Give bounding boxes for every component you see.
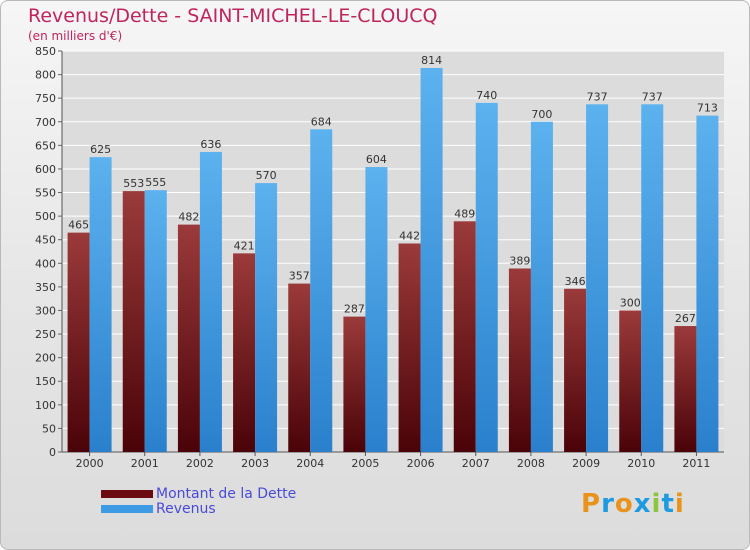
y-tick-label: 750 [35, 92, 56, 105]
y-tick-label: 350 [35, 281, 56, 294]
legend-swatch-revenue [101, 505, 153, 513]
bar-revenue [310, 129, 333, 453]
legend-label-debt: Montant de la Dette [156, 486, 297, 502]
bar-debt [288, 283, 311, 452]
data-label-revenue: 700 [531, 108, 552, 121]
y-tick-label: 150 [35, 375, 56, 388]
data-label-revenue: 737 [587, 90, 608, 103]
y-tick-label: 600 [35, 163, 56, 176]
logo-letter: o [614, 489, 634, 519]
x-tick-label: 2007 [462, 457, 490, 470]
y-tick-label: 850 [35, 45, 56, 58]
bar-debt [67, 232, 90, 452]
y-tick-label: 400 [35, 257, 56, 270]
x-tick-label: 2009 [572, 457, 600, 470]
bar-debt [674, 326, 697, 452]
logo-letter: r [601, 489, 615, 519]
x-tick-label: 2006 [407, 457, 435, 470]
chart-title: Revenus/Dette - SAINT-MICHEL-LE-CLOUCQ [28, 5, 438, 27]
y-tick-label: 200 [35, 352, 56, 365]
y-tick-label: 100 [35, 399, 56, 412]
y-tick-label: 450 [35, 234, 56, 247]
x-tick-label: 2000 [76, 457, 104, 470]
bar-debt [398, 243, 421, 452]
legend-swatch-debt [101, 490, 153, 498]
data-label-revenue: 814 [421, 54, 442, 67]
data-label-debt: 357 [289, 270, 310, 283]
y-tick-label: 300 [35, 304, 56, 317]
bar-debt [564, 288, 587, 452]
y-tick-label: 800 [35, 69, 56, 82]
bar-revenue [475, 102, 498, 453]
data-label-debt: 482 [178, 211, 199, 224]
bar-debt [122, 191, 145, 452]
data-label-debt: 421 [234, 239, 255, 252]
bar-revenue [641, 104, 664, 452]
data-label-revenue: 570 [256, 169, 277, 182]
y-tick-label: 550 [35, 187, 56, 200]
logo-letter: P [581, 489, 602, 519]
x-tick-label: 2002 [186, 457, 214, 470]
x-tick-label: 2001 [131, 457, 159, 470]
bar-revenue [89, 157, 112, 452]
logo-letter: x [633, 489, 652, 519]
data-label-debt: 553 [123, 177, 144, 190]
data-label-revenue: 555 [145, 176, 166, 189]
data-label-debt: 300 [620, 296, 641, 309]
y-tick-label: 0 [49, 446, 56, 459]
logo-letter: i [674, 489, 685, 519]
data-label-debt: 442 [399, 229, 420, 242]
data-label-debt: 287 [344, 303, 365, 316]
bar-debt [177, 224, 200, 452]
data-label-revenue: 684 [311, 115, 332, 128]
data-label-debt: 465 [68, 219, 89, 232]
plot-area [62, 51, 724, 452]
data-label-revenue: 604 [366, 153, 387, 166]
y-tick-label: 650 [35, 139, 56, 152]
y-tick-label: 500 [35, 210, 56, 223]
bar-revenue [530, 121, 553, 452]
data-label-revenue: 713 [697, 102, 718, 115]
logo-letter: i [651, 489, 662, 519]
x-tick-label: 2003 [241, 457, 269, 470]
bar-revenue [420, 67, 443, 453]
data-label-debt: 346 [565, 275, 586, 288]
proxiti-logo[interactable]: Proxiti [581, 489, 685, 519]
x-tick-label: 2005 [351, 457, 379, 470]
y-tick-label: 50 [42, 422, 56, 435]
logo-letter: t [661, 489, 675, 519]
data-label-revenue: 740 [476, 89, 497, 102]
bar-debt [619, 310, 642, 452]
x-tick-label: 2008 [517, 457, 545, 470]
bar-revenue [199, 151, 222, 452]
x-tick-label: 2010 [627, 457, 655, 470]
bar-debt [343, 316, 366, 452]
legend-label-revenue: Revenus [156, 501, 216, 517]
chart-subtitle: (en milliers d'€) [28, 29, 123, 43]
x-tick-label: 2004 [296, 457, 324, 470]
bar-debt [453, 221, 476, 452]
data-label-debt: 267 [675, 312, 696, 325]
bar-debt [233, 253, 256, 452]
data-label-debt: 389 [509, 254, 530, 267]
bar-revenue [365, 167, 388, 452]
y-tick-label: 700 [35, 116, 56, 129]
bar-revenue [144, 190, 167, 452]
bar-debt [508, 268, 531, 452]
data-label-revenue: 737 [642, 90, 663, 103]
data-label-debt: 489 [454, 207, 475, 220]
data-label-revenue: 636 [200, 138, 221, 151]
data-label-revenue: 625 [90, 143, 111, 156]
y-tick-label: 250 [35, 328, 56, 341]
bar-revenue [696, 115, 719, 452]
x-tick-label: 2011 [682, 457, 710, 470]
bar-revenue [255, 183, 278, 452]
bar-revenue [586, 104, 609, 452]
